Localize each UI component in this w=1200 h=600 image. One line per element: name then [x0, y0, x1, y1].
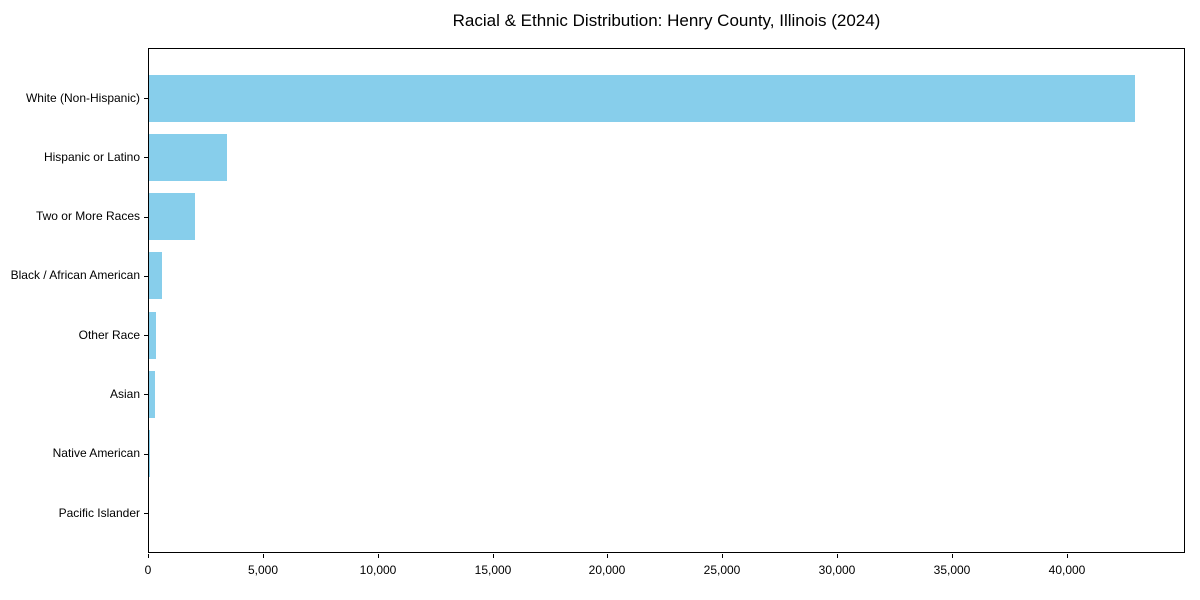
- category-label: Hispanic or Latino: [43, 150, 140, 164]
- x-tick-mark: [493, 554, 494, 558]
- x-tick-label: 30,000: [818, 563, 856, 577]
- x-tick-mark: [607, 554, 608, 558]
- y-tick-mark: [144, 217, 148, 218]
- bar-other-race: [149, 312, 156, 359]
- x-tick-mark: [263, 554, 264, 558]
- bar-two-or-more-races: [149, 193, 195, 240]
- x-tick-label: 5,000: [247, 563, 279, 577]
- x-tick-mark: [378, 554, 379, 558]
- category-label: Pacific Islander: [58, 506, 140, 520]
- y-tick-mark: [144, 157, 148, 158]
- plot-area: [148, 48, 1185, 553]
- x-tick-mark: [837, 554, 838, 558]
- y-tick-mark: [144, 454, 148, 455]
- bar-white-non-hispanic: [149, 75, 1135, 122]
- x-tick-label: 15,000: [474, 563, 512, 577]
- category-label: Native American: [52, 446, 140, 460]
- y-tick-mark: [144, 394, 148, 395]
- x-tick-mark: [722, 554, 723, 558]
- y-tick-mark: [144, 276, 148, 277]
- bar-black-african-american: [149, 252, 162, 299]
- bar-native-american: [149, 430, 150, 477]
- x-tick-label: 10,000: [359, 563, 397, 577]
- category-label: Other Race: [78, 328, 140, 342]
- category-label: Black / African American: [10, 268, 140, 282]
- x-tick-mark: [1067, 554, 1068, 558]
- x-tick-mark: [952, 554, 953, 558]
- bar-asian: [149, 371, 155, 418]
- x-tick-label: 25,000: [703, 563, 741, 577]
- x-tick-label: 0: [144, 563, 152, 577]
- category-label: Two or More Races: [35, 209, 140, 223]
- y-tick-mark: [144, 513, 148, 514]
- category-label: Asian: [109, 387, 140, 401]
- chart-title: Racial & Ethnic Distribution: Henry Coun…: [452, 11, 881, 30]
- y-tick-mark: [144, 98, 148, 99]
- category-label: White (Non-Hispanic): [25, 91, 140, 105]
- x-tick-mark: [148, 554, 149, 558]
- y-tick-mark: [144, 335, 148, 336]
- x-tick-label: 40,000: [1048, 563, 1086, 577]
- x-tick-label: 20,000: [588, 563, 626, 577]
- x-tick-label: 35,000: [933, 563, 971, 577]
- bar-hispanic-or-latino: [149, 134, 227, 181]
